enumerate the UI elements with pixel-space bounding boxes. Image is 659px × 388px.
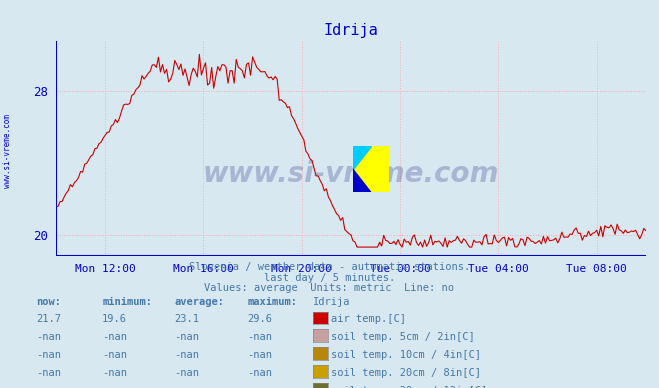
- Title: Idrija: Idrija: [324, 23, 378, 38]
- Text: -nan: -nan: [175, 368, 200, 378]
- Text: average:: average:: [175, 296, 225, 307]
- Text: soil temp. 5cm / 2in[C]: soil temp. 5cm / 2in[C]: [331, 332, 475, 342]
- Text: -nan: -nan: [36, 386, 61, 388]
- Text: www.si-vreme.com: www.si-vreme.com: [203, 160, 499, 188]
- Text: www.si-vreme.com: www.si-vreme.com: [3, 114, 13, 188]
- Polygon shape: [353, 146, 370, 169]
- Text: 19.6: 19.6: [102, 314, 127, 324]
- Text: 29.6: 29.6: [247, 314, 272, 324]
- Text: 23.1: 23.1: [175, 314, 200, 324]
- Text: -nan: -nan: [102, 332, 127, 342]
- Polygon shape: [353, 169, 370, 192]
- Text: -nan: -nan: [102, 368, 127, 378]
- Text: -nan: -nan: [36, 332, 61, 342]
- Text: last day / 5 minutes.: last day / 5 minutes.: [264, 272, 395, 282]
- Text: soil temp. 20cm / 8in[C]: soil temp. 20cm / 8in[C]: [331, 368, 482, 378]
- Text: soil temp. 10cm / 4in[C]: soil temp. 10cm / 4in[C]: [331, 350, 482, 360]
- Text: -nan: -nan: [102, 350, 127, 360]
- Text: -nan: -nan: [175, 332, 200, 342]
- Text: Slovenia / weather data - automatic stations.: Slovenia / weather data - automatic stat…: [189, 262, 470, 272]
- Text: Idrija: Idrija: [313, 296, 351, 307]
- Text: minimum:: minimum:: [102, 296, 152, 307]
- Text: now:: now:: [36, 296, 61, 307]
- Text: air temp.[C]: air temp.[C]: [331, 314, 407, 324]
- Text: -nan: -nan: [175, 386, 200, 388]
- Text: 21.7: 21.7: [36, 314, 61, 324]
- Text: -nan: -nan: [36, 368, 61, 378]
- Text: -nan: -nan: [36, 350, 61, 360]
- Text: maximum:: maximum:: [247, 296, 297, 307]
- Text: -nan: -nan: [247, 350, 272, 360]
- Text: -nan: -nan: [247, 368, 272, 378]
- Text: -nan: -nan: [247, 332, 272, 342]
- Text: -nan: -nan: [102, 386, 127, 388]
- Text: soil temp. 30cm / 12in[C]: soil temp. 30cm / 12in[C]: [331, 386, 488, 388]
- Text: -nan: -nan: [175, 350, 200, 360]
- Polygon shape: [353, 146, 389, 192]
- Text: Values: average  Units: metric  Line: no: Values: average Units: metric Line: no: [204, 283, 455, 293]
- Text: -nan: -nan: [247, 386, 272, 388]
